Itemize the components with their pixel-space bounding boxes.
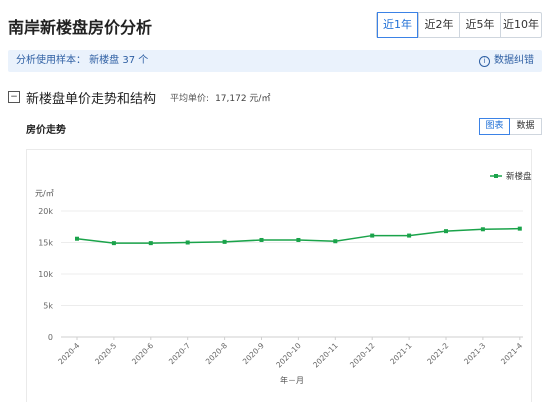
price-trend-chart-card: 0 5k 10k 15k 20k 元/㎡ 2020-4 2020-5 2020-6 2020-7 2… bbox=[26, 149, 532, 402]
y-tick-label: 15k bbox=[38, 239, 53, 248]
data-feedback-label: 数据纠错 bbox=[494, 55, 534, 66]
y-tick-label: 5k bbox=[43, 302, 53, 311]
x-axis-label: 年－月 bbox=[280, 375, 304, 385]
view-toggle: 图表 数据 bbox=[479, 118, 542, 135]
y-tick-label: 10k bbox=[38, 270, 53, 279]
data-point bbox=[75, 236, 79, 241]
x-tick-label: 2020-6 bbox=[130, 341, 155, 366]
data-view-button[interactable]: 数据 bbox=[516, 121, 535, 131]
x-tick-label: 2021-1 bbox=[388, 341, 413, 366]
average-price-value: 17,172 元/㎡ bbox=[215, 93, 271, 104]
data-point bbox=[480, 227, 485, 232]
data-point bbox=[517, 226, 522, 231]
data-point bbox=[259, 237, 264, 242]
sample-count-text: 分析使用样本： 新楼盘 37 个 bbox=[16, 55, 149, 66]
section-header: − 新楼盘单价走势和结构 平均单价: 17,172 元/㎡ bbox=[8, 89, 271, 107]
x-tick-label: 2020-5 bbox=[93, 341, 118, 366]
average-price-label: 平均单价: bbox=[170, 93, 210, 104]
x-tick-label: 2020-8 bbox=[204, 341, 229, 366]
range-button-5y[interactable]: 近5年 bbox=[459, 13, 500, 37]
page-title: 南岸新楼盘房价分析 bbox=[8, 18, 153, 37]
x-tick-label: 2021-2 bbox=[425, 341, 450, 366]
legend-marker bbox=[494, 174, 498, 178]
data-feedback-link[interactable]: i 数据纠错 bbox=[479, 50, 534, 72]
x-tick-label: 2020-9 bbox=[241, 341, 266, 366]
data-point bbox=[148, 241, 153, 246]
header: 南岸新楼盘房价分析 近1年 近2年 近5年 近10年 bbox=[8, 12, 542, 42]
section-title: 新楼盘单价走势和结构 bbox=[26, 91, 157, 107]
x-tick-label: 2020-10 bbox=[274, 341, 303, 370]
range-button-2y[interactable]: 近2年 bbox=[418, 13, 459, 37]
x-tick-label: 2021-3 bbox=[462, 341, 487, 366]
sample-info-bar: 分析使用样本： 新楼盘 37 个 i 数据纠错 bbox=[8, 50, 542, 72]
x-tick-label: 2021-4 bbox=[499, 341, 524, 366]
range-button-1y[interactable]: 近1年 bbox=[377, 12, 418, 38]
legend-label: 新楼盘 bbox=[506, 171, 532, 182]
trend-title: 房价走势 bbox=[26, 125, 66, 136]
data-point bbox=[111, 241, 116, 246]
data-point bbox=[370, 233, 375, 238]
y-tick-label: 20k bbox=[38, 207, 53, 216]
data-point bbox=[444, 229, 448, 234]
x-tick-label: 2020-7 bbox=[167, 341, 192, 366]
y-tick-label: 0 bbox=[48, 333, 53, 342]
x-tick-label: 2020-4 bbox=[56, 341, 81, 366]
price-trend-chart: 0 5k 10k 15k 20k 元/㎡ 2020-4 2020-5 2020-6 2020-7 2… bbox=[35, 171, 532, 385]
data-point bbox=[222, 239, 227, 244]
chart-view-button[interactable]: 图表 bbox=[479, 118, 510, 135]
range-button-10y[interactable]: 近10年 bbox=[500, 13, 541, 37]
time-range-selector: 近1年 近2年 近5年 近10年 bbox=[376, 12, 542, 38]
data-point bbox=[333, 239, 338, 244]
data-point bbox=[185, 240, 190, 245]
info-icon: i bbox=[479, 55, 490, 67]
x-tick-label: 2020-12 bbox=[348, 341, 377, 370]
y-axis-label: 元/㎡ bbox=[35, 189, 54, 198]
data-point bbox=[407, 233, 412, 238]
x-tick-label: 2020-11 bbox=[311, 341, 340, 370]
collapse-toggle-icon[interactable]: − bbox=[8, 91, 20, 103]
data-point bbox=[296, 237, 301, 242]
